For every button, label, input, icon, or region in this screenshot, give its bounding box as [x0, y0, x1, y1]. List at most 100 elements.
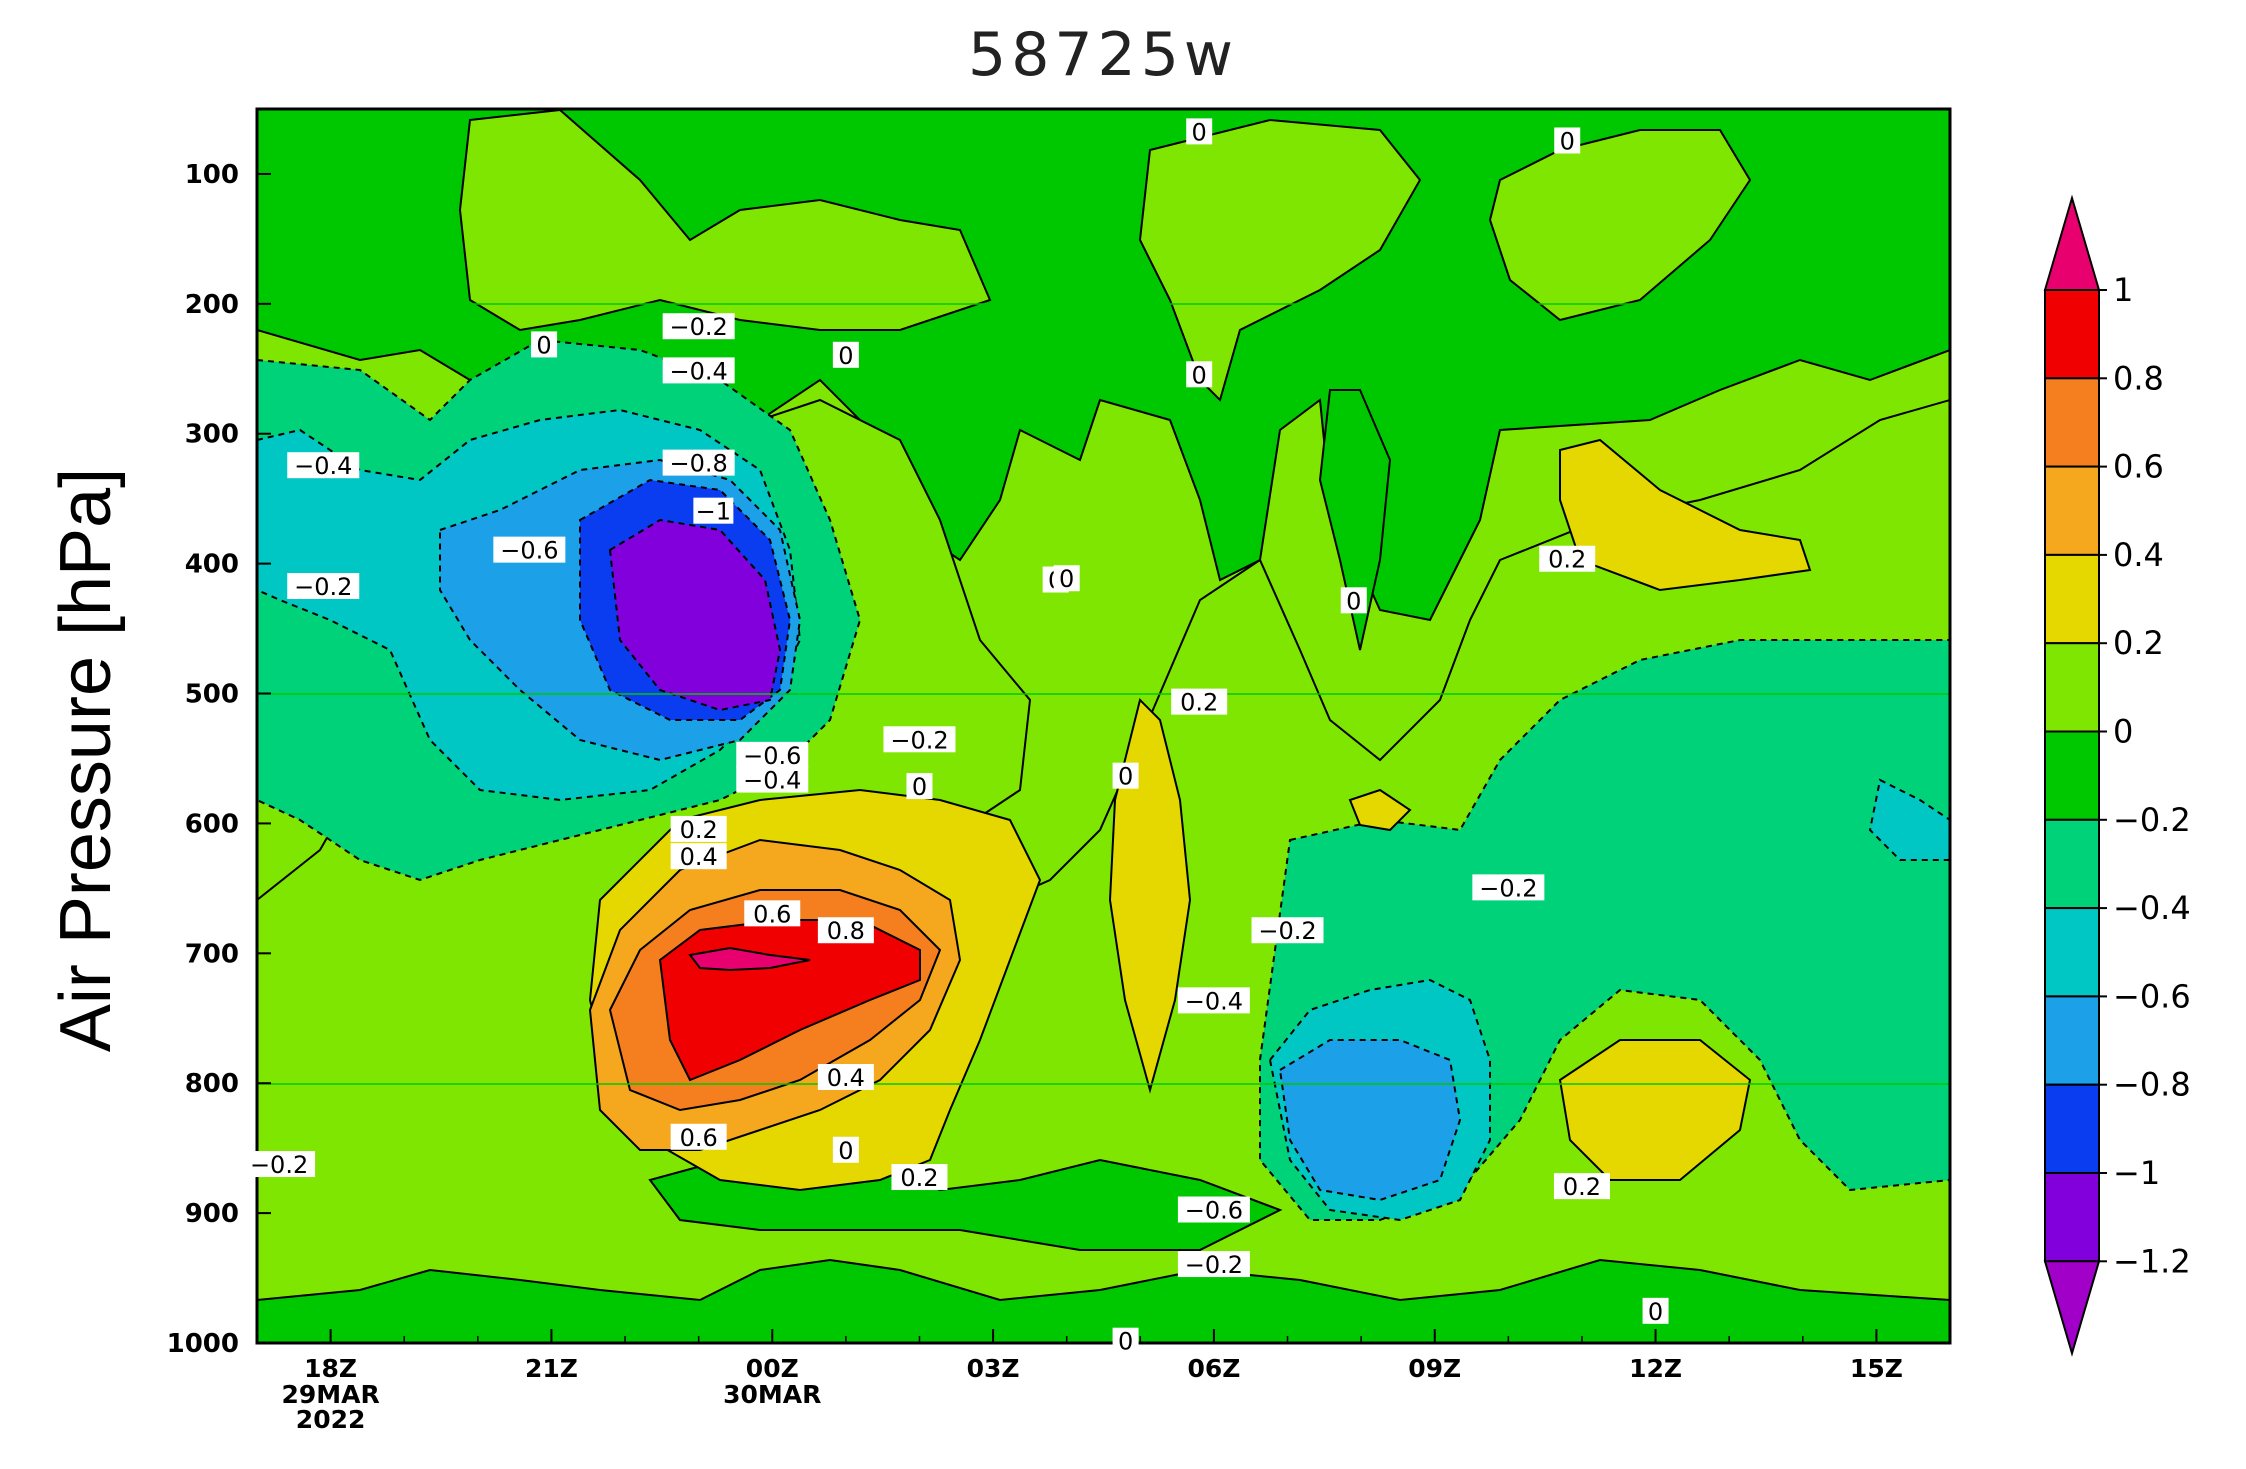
x-tick-label: 03Z [967, 1354, 1020, 1383]
contour-label-bg [1053, 565, 1080, 592]
y-tick-label: 600 [185, 809, 239, 839]
contour-label: 0 [832, 1136, 859, 1165]
y-tick-label: 500 [185, 680, 239, 710]
field-shapes [257, 109, 1950, 1343]
contour-label-bg [744, 900, 801, 927]
colorbar-label: 0.4 [2113, 536, 2164, 574]
contour-label: 0.8 [817, 917, 874, 945]
contour-label-bg [1539, 545, 1596, 572]
y-tick-label: 800 [185, 1069, 239, 1099]
colorbar-segment [2044, 1172, 2100, 1263]
contour-label-bg [1177, 1251, 1250, 1278]
contour-label-text: 0 [1059, 565, 1074, 593]
contour-label-bg [662, 357, 735, 384]
contour-label-bg [817, 1064, 874, 1091]
colorbar-segment [2044, 995, 2100, 1086]
colorbar-top-arrow [2043, 194, 2101, 291]
x-tick-label: 12Z [1629, 1354, 1682, 1383]
contour-label: 0.6 [670, 1123, 727, 1152]
contour-label-text: −0.4 [1185, 987, 1243, 1015]
contour-label: 0 [1112, 762, 1139, 791]
contour-label-bg [1642, 1297, 1669, 1324]
contour-label-text: 0.6 [680, 1124, 718, 1152]
contour-label-bg [670, 1123, 727, 1150]
contour-label-text: −0.6 [743, 742, 801, 770]
contour-label: 0.6 [744, 900, 801, 928]
contour-label-text: −0.2 [670, 313, 728, 341]
contour-label-bg [1177, 1196, 1250, 1223]
contour-label-text: −1 [696, 498, 731, 526]
contour-label: 0.2 [670, 815, 727, 844]
contour-label: −0.6 [736, 741, 809, 770]
contour-label: 0 [1112, 1327, 1139, 1356]
contour-label: 0.4 [817, 1064, 874, 1092]
region-pos02-column [1108, 698, 1192, 1094]
contour-label-bg [287, 573, 360, 600]
colorbar-segment [2044, 818, 2100, 910]
contour-label-bg [1112, 762, 1139, 789]
contour-label-bg [1186, 361, 1213, 388]
y-tick-label: 400 [185, 550, 239, 580]
contour-label-bg [832, 1136, 859, 1163]
colorbar-segment [2044, 553, 2100, 645]
region-lightgreen-top2 [1138, 118, 1422, 402]
y-tick-label: 300 [185, 420, 239, 450]
colorbar-label: 0.8 [2113, 359, 2164, 397]
contour-label-text: −0.6 [1185, 1197, 1243, 1225]
contour-label-text: −0.6 [500, 537, 558, 565]
x-tick-label: 18Z [304, 1354, 357, 1383]
contour-label: 0.2 [1539, 545, 1596, 574]
colorbar-segment [2044, 1083, 2100, 1174]
contour-label: −0.2 [1472, 874, 1545, 902]
contour-label: −0.6 [493, 536, 566, 565]
contour-label-text: 0.4 [680, 843, 718, 871]
contour-label-text: 0.2 [1563, 1173, 1601, 1201]
y-axis: 100 200 300 400 500 600 700 800 900 1000 [167, 160, 271, 1359]
contour-label-text: −0.2 [890, 726, 948, 754]
contour-label: −1 [693, 497, 734, 526]
contour-label-bg [287, 452, 360, 479]
contour-labels: 0 0 0 −0.2 −0.4 0 0 −0.4 −0.8 −1 −0.6 −0.2 0 0 0.2 0 0.2… [243, 118, 1669, 1356]
colorbar-segment [2044, 377, 2100, 468]
colorbar: 1 0.8 0.6 0.4 0.2 0 −0.2 −0.4 −0.6 −0.8 −1 −1.2 [2043, 194, 2191, 1357]
contour-label-bg [1340, 587, 1367, 614]
colorbar-label: −0.6 [2113, 977, 2191, 1015]
colorbar-label: 0 [2113, 713, 2133, 751]
contour-label: −0.2 [662, 313, 735, 341]
colorbar-bottom-arrow [2043, 1260, 2101, 1357]
contour-label-text: −0.2 [1479, 874, 1537, 902]
contour-label: 0 [1554, 127, 1581, 155]
contour-label-text: 0 [912, 773, 927, 801]
contour-label-bg [1112, 1327, 1139, 1354]
x-tick-label: 00Z [746, 1354, 799, 1383]
colorbar-segment [2044, 642, 2100, 733]
contour-label-bg [1186, 118, 1213, 145]
contour-label: −0.8 [662, 449, 735, 478]
contour-label-text: −0.4 [743, 767, 801, 795]
contour-label: 0.4 [670, 843, 727, 871]
contour-label-text: 0.2 [1180, 689, 1218, 717]
contour-label: 0 [906, 773, 933, 801]
contour-label-text: −0.4 [294, 452, 352, 480]
contour-label-text: 0 [1560, 127, 1575, 155]
colorbar-segment [2044, 465, 2100, 556]
colorbar-label: −1.2 [2113, 1242, 2191, 1280]
contour-label-bg [693, 497, 734, 524]
x-date-label: 30MAR [723, 1380, 821, 1409]
chart-title: 58725w [968, 20, 1238, 90]
contour-label: 0 [1186, 361, 1213, 389]
contour-label: −0.6 [1177, 1196, 1250, 1225]
contour-label-text: 0.4 [827, 1064, 865, 1092]
contour-label: −0.4 [736, 766, 809, 795]
contour-label-text: 0.2 [900, 1164, 938, 1192]
y-tick-label: 100 [185, 160, 239, 190]
contour-label: −0.4 [287, 452, 360, 480]
x-tick-label: 06Z [1187, 1354, 1240, 1383]
plot-frame [255, 107, 1952, 1345]
contour-label-bg [670, 843, 727, 870]
contour-label-text: 0.8 [827, 917, 865, 945]
contour-label-bg [891, 1164, 948, 1191]
x-date-label: 2022 [296, 1405, 366, 1434]
contour-label-bg [1472, 874, 1545, 901]
contour-label-text: 0 [838, 1137, 853, 1165]
